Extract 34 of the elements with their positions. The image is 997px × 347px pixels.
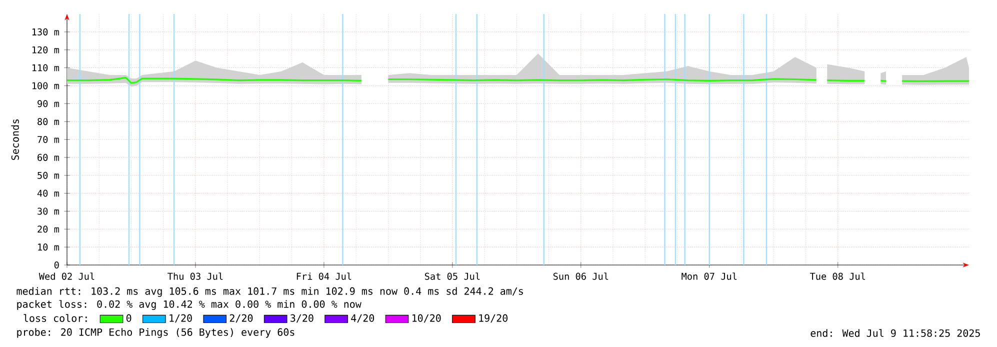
y-tick-label: 80 m bbox=[38, 118, 59, 126]
legend-label: 19/20 bbox=[479, 314, 508, 323]
legend-label: 4/20 bbox=[351, 314, 374, 323]
legend-label: 0 bbox=[126, 314, 132, 322]
text: end: Wed Jul 9 11:58:25 2025 bbox=[810, 329, 980, 337]
x-tick-label: Wed 02 Jul bbox=[38, 272, 94, 280]
x-tick-label: Fri 04 Jul bbox=[296, 272, 352, 280]
x-tick-label: Sat 05 Jul bbox=[424, 272, 480, 280]
y-tick-label: 60 m bbox=[38, 154, 59, 161]
y-tick-label: 50 m bbox=[38, 172, 59, 179]
y-tick-label: 120 m bbox=[32, 46, 59, 54]
y-tick-label: 70 m bbox=[38, 136, 59, 144]
y-axis-title: Seconds bbox=[11, 119, 19, 160]
legend-label: 3/20 bbox=[290, 314, 314, 323]
x-tick-label: Tue 08 Jul bbox=[810, 272, 866, 280]
y-tick-label: 0 bbox=[54, 261, 59, 269]
x-tick-label: Mon 07 Jul bbox=[682, 272, 737, 280]
text: packet loss: 0.02 % avg 10.42 % max 0.00 % min 0.00 % now bbox=[17, 300, 362, 310]
text: median rtt: 103.2 ms avg 105.6 ms max 101.7 ms min 102.9 ms now 0.4 ms sd 244.2 am/s bbox=[16, 287, 523, 297]
legend-label: 10/20 bbox=[412, 314, 441, 323]
text: probe: 20 ICMP Echo Pings (56 Bytes) every 60s bbox=[17, 328, 294, 338]
legend-title: loss color: bbox=[24, 314, 87, 322]
y-tick-label: 130 m bbox=[32, 28, 59, 36]
y-tick-label: 20 m bbox=[38, 226, 59, 233]
y-tick-label: 40 m bbox=[37, 190, 59, 197]
y-tick-label: 110 m bbox=[32, 64, 59, 72]
x-tick-label: Thu 03 Jul bbox=[168, 272, 223, 280]
legend-label: 1/20 bbox=[170, 314, 192, 323]
y-tick-label: 10 m bbox=[38, 244, 59, 251]
legend-label: 2/20 bbox=[230, 314, 253, 323]
x-tick-label: Sun 06 Jul bbox=[553, 272, 608, 280]
y-tick-label: 100 m bbox=[32, 82, 59, 90]
y-tick-label: 30 m bbox=[38, 208, 59, 215]
y-tick-label: 90 m bbox=[38, 100, 59, 108]
